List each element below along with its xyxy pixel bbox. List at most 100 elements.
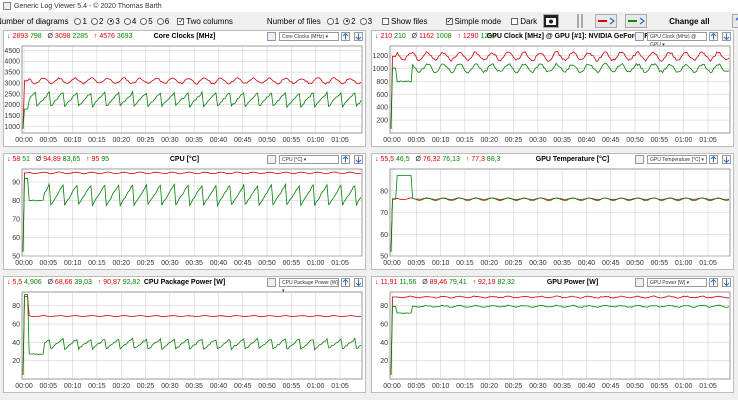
files-label: Number of files	[266, 16, 321, 26]
y-tick-label: 40	[380, 340, 388, 347]
y-tick-label: 60	[12, 322, 20, 329]
arrow-up-icon[interactable]	[709, 155, 718, 164]
show-files-checkbox[interactable]: Show files	[382, 17, 428, 26]
camera-icon[interactable]	[543, 14, 560, 28]
x-tick-label: 00:50	[258, 137, 276, 144]
chart-panel: ↓ 58 51 Ø 94,89 83,65 ↑ 95 95 CPU [°C] CPU…	[3, 153, 366, 270]
arrow-down-icon[interactable]	[354, 278, 363, 287]
checkbox-icon	[511, 17, 519, 25]
x-tick-label: 00:05	[408, 137, 426, 144]
series-red-line	[22, 296, 361, 375]
series-red-line	[390, 295, 730, 375]
green-series-swap-icon[interactable]	[625, 14, 648, 28]
diagram-option-1[interactable]: 1	[74, 17, 87, 26]
sensor-dropdown[interactable]: GPU Clock (MHz) @ GPU ▾	[647, 32, 707, 48]
chart-panel: ↓ 210 210 Ø 1162 1008 ↑ 1290 1290 GPU Clo…	[371, 30, 734, 147]
x-tick-label: 00:05	[408, 260, 426, 267]
sensor-dropdown[interactable]: GPU Power [W] ▾	[647, 278, 707, 287]
y-tick-label: 20	[12, 358, 20, 365]
y-tick-label: 80	[12, 198, 20, 205]
radio-icon	[123, 17, 131, 25]
x-tick-label: 00:10	[64, 260, 82, 267]
arrow-down-icon[interactable]	[722, 32, 731, 41]
y-tick-label: 20	[380, 358, 388, 365]
radio-icon	[359, 17, 367, 25]
series-green-line	[22, 177, 362, 252]
x-tick-label: 00:55	[651, 260, 669, 267]
plot-area	[21, 45, 363, 134]
x-tick-label: 00:00	[383, 383, 401, 390]
x-tick-label: 00:45	[602, 260, 620, 267]
y-tick-label: 600	[376, 92, 388, 99]
diagram-option-2[interactable]: 2	[90, 17, 103, 26]
x-tick-label: 00:30	[529, 137, 547, 144]
save-diagram-icon[interactable]	[635, 278, 644, 287]
save-icon[interactable]	[577, 14, 580, 28]
x-tick-label: 00:45	[602, 383, 620, 390]
file-option-2[interactable]: 2	[343, 17, 356, 26]
panel-header: ↓ 5,5 4,906 Ø 68,66 39,03 ↑ 90,87 92,82 C…	[4, 277, 365, 294]
arrow-down-icon[interactable]	[722, 278, 731, 287]
series-green-line	[390, 62, 730, 129]
y-tick-label: 60	[12, 235, 20, 242]
series-green-line	[390, 304, 730, 375]
red-series-swap-icon[interactable]	[595, 14, 618, 28]
chart-panel: ↓ 2893 798 Ø 3098 2285 ↑ 4576 3693 Core C…	[3, 30, 366, 147]
x-tick-label: 00:20	[480, 383, 498, 390]
save-diagram-icon[interactable]	[635, 155, 644, 164]
x-tick-label: 00:50	[258, 260, 276, 267]
line-chart: 1200 1000 800 600 400 200 00:00 00:05 00:10 00:15…	[372, 45, 731, 144]
diagram-option-4[interactable]: 4	[123, 17, 136, 26]
radio-icon	[156, 17, 164, 25]
arrow-up-icon[interactable]	[341, 278, 350, 287]
radio-selected-icon	[107, 17, 115, 25]
file-option-1[interactable]: 1	[326, 17, 339, 26]
y-tick-label: 4500	[4, 48, 20, 55]
arrow-up-icon[interactable]	[709, 278, 718, 287]
save-diagram-icon[interactable]	[267, 278, 276, 287]
diagram-option-3[interactable]: 3	[107, 17, 120, 26]
arrow-down-icon[interactable]	[722, 155, 731, 164]
panel-title: GPU Clock [MHz] @ GPU [#1]: NVIDIA GeFor…	[486, 33, 659, 40]
x-tick-label: 00:25	[137, 383, 155, 390]
series-red-line	[390, 50, 730, 129]
diagrams-label: Number of diagrams	[0, 16, 69, 26]
line-chart: 80 60 40 20 00:00 00:05 00:10 00:15 00:20 00:25 00…	[380, 291, 731, 390]
save-diagram-icon[interactable]	[267, 32, 276, 41]
x-tick-label: 00:25	[137, 260, 155, 267]
arrow-up-icon[interactable]	[341, 155, 350, 164]
panel-header: ↓ 55,5 46,5 Ø 76,32 76,13 ↑ 77,3 88,3 GPU…	[372, 154, 733, 166]
x-tick-label: 00:45	[234, 260, 252, 267]
x-tick-label: 00:20	[480, 260, 498, 267]
arrow-down-icon[interactable]	[354, 155, 363, 164]
folder-icon[interactable]	[581, 14, 584, 28]
two-columns-checkbox[interactable]: ✓ Two columns	[177, 16, 233, 26]
dark-checkbox[interactable]: Dark	[511, 17, 537, 26]
x-tick-label: 00:00	[383, 137, 401, 144]
x-tick-label: 00:20	[112, 383, 130, 390]
x-tick-label: 00:45	[602, 137, 620, 144]
arrow-up-icon[interactable]	[709, 32, 718, 41]
x-tick-label: 00:20	[480, 137, 498, 144]
arrow-up-icon[interactable]	[731, 14, 738, 28]
simple-mode-checkbox[interactable]: ✓ Simple mode	[445, 16, 502, 26]
save-diagram-icon[interactable]	[635, 32, 644, 41]
diagram-option-6[interactable]: 6	[156, 17, 169, 26]
arrow-up-icon[interactable]	[341, 32, 350, 41]
x-tick-label: 00:20	[112, 260, 130, 267]
plot-area	[389, 291, 731, 380]
y-tick-label: 3000	[4, 80, 20, 87]
x-tick-label: 00:45	[234, 137, 252, 144]
arrow-down-icon[interactable]	[354, 32, 363, 41]
file-option-3[interactable]: 3	[359, 17, 372, 26]
x-tick-label: 00:40	[210, 260, 228, 267]
sensor-dropdown[interactable]: CPU Package Power [W] ▾	[279, 278, 339, 294]
panel-title: Core Clocks [MHz]	[153, 33, 216, 40]
sensor-dropdown[interactable]: CPU [°C] ▾	[279, 155, 339, 164]
sensor-dropdown[interactable]: Core Clocks (MHz) ▾	[279, 32, 339, 41]
save-diagram-icon[interactable]	[267, 155, 276, 164]
checkbox-icon	[382, 17, 390, 25]
diagram-option-5[interactable]: 5	[140, 17, 153, 26]
sensor-dropdown[interactable]: GPU Temperature [°C] ▾	[647, 155, 707, 164]
x-tick-label: 00:00	[15, 137, 33, 144]
